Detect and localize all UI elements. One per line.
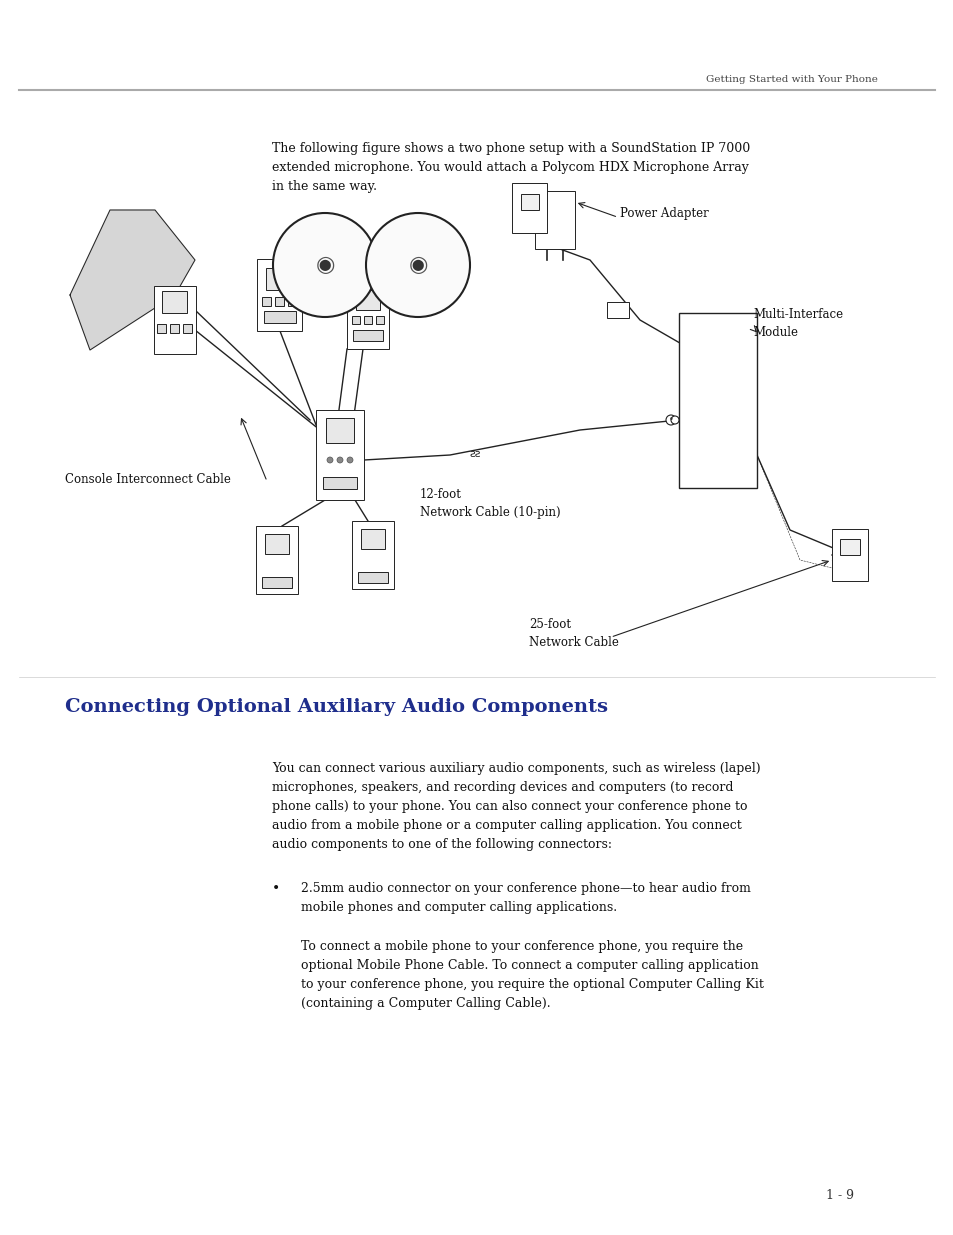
Text: ○: ○ [408,254,427,275]
Polygon shape [70,210,194,350]
FancyBboxPatch shape [266,268,294,290]
FancyBboxPatch shape [347,282,389,350]
FancyBboxPatch shape [360,529,385,550]
Circle shape [347,457,353,463]
Circle shape [665,415,676,425]
FancyBboxPatch shape [153,287,195,354]
Text: 2.5mm audio connector on your conference phone—to hear audio from
mobile phones : 2.5mm audio connector on your conference… [300,882,750,914]
Text: Console Interconnect Cable: Console Interconnect Cable [65,473,231,485]
Text: 25-foot
Network Cable: 25-foot Network Cable [529,618,618,648]
FancyBboxPatch shape [288,296,297,305]
Text: 1 - 9: 1 - 9 [824,1188,853,1202]
Text: •: • [272,882,280,895]
Text: Power Adapter: Power Adapter [619,207,708,220]
FancyBboxPatch shape [262,296,272,305]
FancyBboxPatch shape [679,312,757,488]
FancyBboxPatch shape [353,330,382,341]
FancyBboxPatch shape [375,316,384,324]
FancyBboxPatch shape [323,477,356,489]
Text: You can connect various auxiliary audio components, such as wireless (lapel)
mic: You can connect various auxiliary audio … [272,762,760,851]
FancyBboxPatch shape [326,417,354,442]
FancyBboxPatch shape [512,183,547,233]
Circle shape [670,416,679,424]
Text: ƨƨ: ƨƨ [469,450,480,459]
FancyBboxPatch shape [831,529,867,580]
Text: ⬤: ⬤ [412,259,424,270]
Circle shape [366,212,470,317]
Text: 12-foot
Network Cable (10-pin): 12-foot Network Cable (10-pin) [419,488,559,519]
FancyBboxPatch shape [364,316,372,324]
Text: Getting Started with Your Phone: Getting Started with Your Phone [705,75,877,84]
FancyBboxPatch shape [355,290,379,310]
FancyBboxPatch shape [183,324,193,332]
FancyBboxPatch shape [275,296,284,305]
Circle shape [273,212,376,317]
FancyBboxPatch shape [352,316,359,324]
Text: ○: ○ [315,254,335,275]
FancyBboxPatch shape [535,191,575,249]
FancyBboxPatch shape [840,538,859,555]
FancyBboxPatch shape [357,572,388,583]
FancyBboxPatch shape [264,311,295,324]
FancyBboxPatch shape [265,534,289,555]
FancyBboxPatch shape [157,324,167,332]
FancyBboxPatch shape [606,303,628,317]
Text: •: • [668,415,673,425]
Text: The following figure shows a two phone setup with a SoundStation IP 7000
extende: The following figure shows a two phone s… [272,142,749,193]
FancyBboxPatch shape [162,291,188,312]
FancyBboxPatch shape [257,259,302,331]
FancyBboxPatch shape [352,521,394,589]
Text: Multi-Interface
Module: Multi-Interface Module [753,308,842,340]
Circle shape [327,457,333,463]
FancyBboxPatch shape [255,526,297,594]
Text: To connect a mobile phone to your conference phone, you require the
optional Mob: To connect a mobile phone to your confer… [300,940,762,1010]
Text: ⬤: ⬤ [318,259,331,270]
Circle shape [336,457,343,463]
FancyBboxPatch shape [315,410,364,500]
FancyBboxPatch shape [171,324,179,332]
FancyBboxPatch shape [520,194,538,210]
FancyBboxPatch shape [262,577,292,588]
Text: Connecting Optional Auxiliary Audio Components: Connecting Optional Auxiliary Audio Comp… [65,698,607,716]
